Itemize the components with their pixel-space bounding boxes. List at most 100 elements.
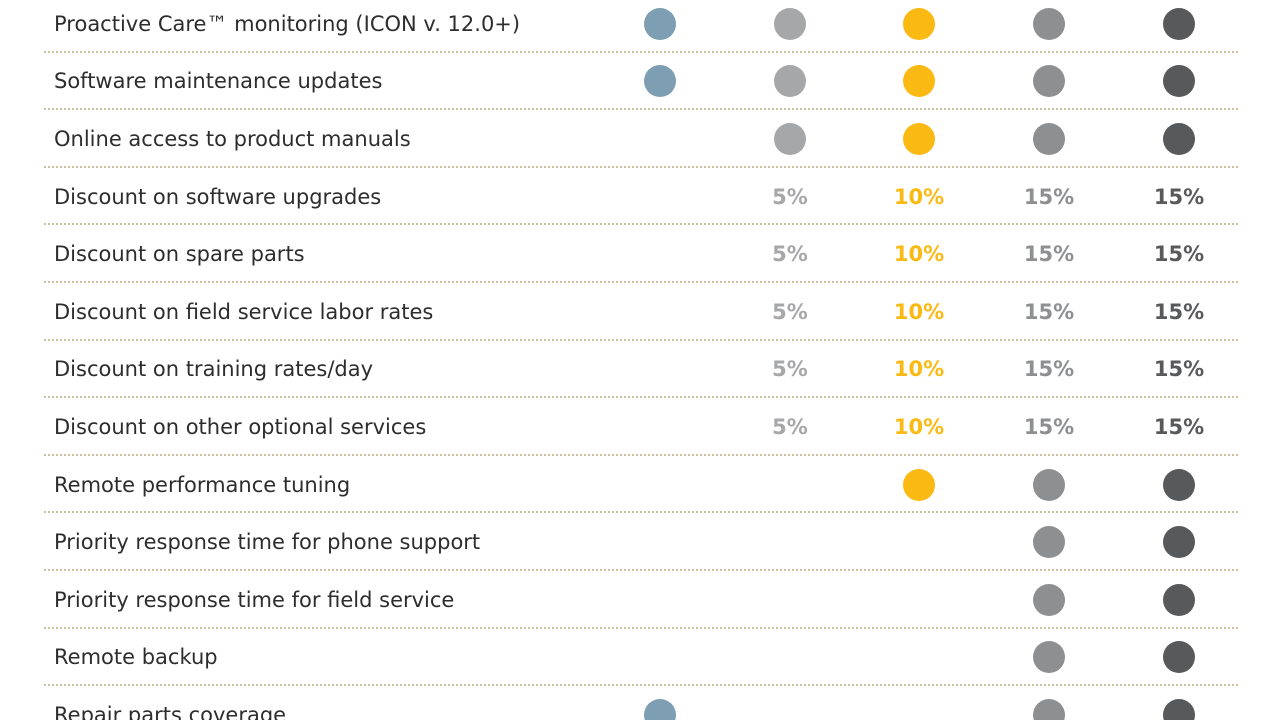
included-dot-icon	[903, 468, 935, 501]
tier-2-cell: 5%	[750, 168, 830, 226]
included-dot-icon	[1033, 468, 1065, 501]
row-divider	[44, 511, 1238, 514]
tier-5-cell: 15%	[1139, 283, 1219, 341]
tier-1-cell	[620, 0, 700, 53]
tier-4-cell: 15%	[1009, 283, 1089, 341]
tier-1-cell	[620, 686, 700, 720]
included-dot-icon	[1033, 122, 1065, 155]
tier-4-cell: 15%	[1009, 398, 1089, 456]
row-divider	[44, 50, 1238, 53]
tier-4-cell	[1009, 686, 1089, 720]
included-dot-icon	[903, 122, 935, 155]
tier-5-cell	[1139, 456, 1219, 514]
feature-label: Discount on training rates/day	[54, 357, 374, 382]
discount-value: 15%	[1023, 357, 1075, 382]
row-divider	[44, 165, 1238, 168]
feature-label: Remote performance tuning	[54, 472, 351, 497]
tier-2-cell: 5%	[750, 225, 830, 283]
tier-3-cell: 10%	[879, 341, 959, 399]
tier-5-cell: 15%	[1139, 398, 1219, 456]
included-dot-icon	[1033, 65, 1065, 98]
included-dot-icon	[1033, 698, 1065, 720]
tier-1-cell	[620, 53, 700, 111]
tier-3-cell	[879, 110, 959, 168]
included-dot-icon	[903, 65, 935, 98]
tier-3-cell: 10%	[879, 168, 959, 226]
discount-value: 5%	[772, 414, 808, 439]
feature-label: Software maintenance updates	[54, 69, 383, 94]
feature-label: Discount on software upgrades	[54, 184, 382, 209]
tier-4-cell: 15%	[1009, 168, 1089, 226]
tier-2-cell: 5%	[750, 283, 830, 341]
included-dot-icon	[1163, 7, 1195, 40]
row-divider	[44, 626, 1238, 629]
tier-5-cell: 15%	[1139, 341, 1219, 399]
discount-value: 10%	[893, 242, 945, 267]
tier-5-cell: 15%	[1139, 225, 1219, 283]
row-divider	[44, 223, 1238, 226]
discount-value: 5%	[772, 299, 808, 324]
discount-value: 10%	[893, 184, 945, 209]
discount-value: 5%	[772, 357, 808, 382]
discount-value: 5%	[772, 184, 808, 209]
feature-label: Proactive Care™ monitoring (ICON v. 12.0…	[54, 11, 521, 36]
tier-5-cell: 15%	[1139, 168, 1219, 226]
discount-value: 15%	[1153, 299, 1205, 324]
table-row: Priority response time for field service	[0, 571, 1280, 629]
tier-5-cell	[1139, 571, 1219, 629]
included-dot-icon	[1033, 7, 1065, 40]
tier-3-cell: 10%	[879, 283, 959, 341]
tier-4-cell	[1009, 513, 1089, 571]
table-row: Repair parts coverage	[0, 686, 1280, 720]
feature-label: Online access to product manuals	[54, 126, 411, 151]
included-dot-icon	[1163, 583, 1195, 616]
table-row: Proactive Care™ monitoring (ICON v. 12.0…	[0, 0, 1280, 53]
table-row: Priority response time for phone support	[0, 513, 1280, 571]
discount-value: 15%	[1023, 299, 1075, 324]
tier-3-cell	[879, 0, 959, 53]
tier-5-cell	[1139, 110, 1219, 168]
included-dot-icon	[1033, 641, 1065, 674]
included-dot-icon	[644, 7, 676, 40]
tier-4-cell	[1009, 53, 1089, 111]
included-dot-icon	[1163, 698, 1195, 720]
tier-4-cell	[1009, 571, 1089, 629]
row-divider	[44, 453, 1238, 456]
table-row: Discount on other optional services 5% 10%…	[0, 398, 1280, 456]
tier-3-cell: 10%	[879, 398, 959, 456]
tier-3-cell: 10%	[879, 225, 959, 283]
included-dot-icon	[774, 122, 806, 155]
row-divider	[44, 684, 1238, 687]
included-dot-icon	[1163, 65, 1195, 98]
discount-value: 10%	[893, 299, 945, 324]
tier-4-cell	[1009, 110, 1089, 168]
tier-4-cell	[1009, 0, 1089, 53]
row-divider	[44, 396, 1238, 399]
row-divider	[44, 568, 1238, 571]
feature-label: Discount on field service labor rates	[54, 299, 434, 324]
row-divider	[44, 280, 1238, 283]
tier-2-cell	[750, 110, 830, 168]
discount-value: 5%	[772, 242, 808, 267]
table-row: Discount on software upgrades 5% 10% 15% 15%	[0, 168, 1280, 226]
feature-label: Discount on spare parts	[54, 242, 305, 267]
included-dot-icon	[644, 698, 676, 720]
discount-value: 15%	[1153, 414, 1205, 439]
table-row: Discount on field service labor rates 5% 1…	[0, 283, 1280, 341]
table-row: Discount on spare parts 5% 10% 15% 15%	[0, 225, 1280, 283]
feature-label: Remote backup	[54, 645, 218, 670]
tier-3-cell	[879, 456, 959, 514]
row-divider	[44, 108, 1238, 111]
table-row: Software maintenance updates	[0, 53, 1280, 111]
table-row: Discount on training rates/day 5% 10% 15% 15…	[0, 341, 1280, 399]
tier-4-cell: 15%	[1009, 225, 1089, 283]
tier-5-cell	[1139, 629, 1219, 687]
included-dot-icon	[1033, 526, 1065, 559]
table-row: Remote backup	[0, 629, 1280, 687]
included-dot-icon	[774, 7, 806, 40]
tier-5-cell	[1139, 0, 1219, 53]
discount-value: 10%	[893, 357, 945, 382]
tier-2-cell	[750, 53, 830, 111]
discount-value: 15%	[1023, 184, 1075, 209]
